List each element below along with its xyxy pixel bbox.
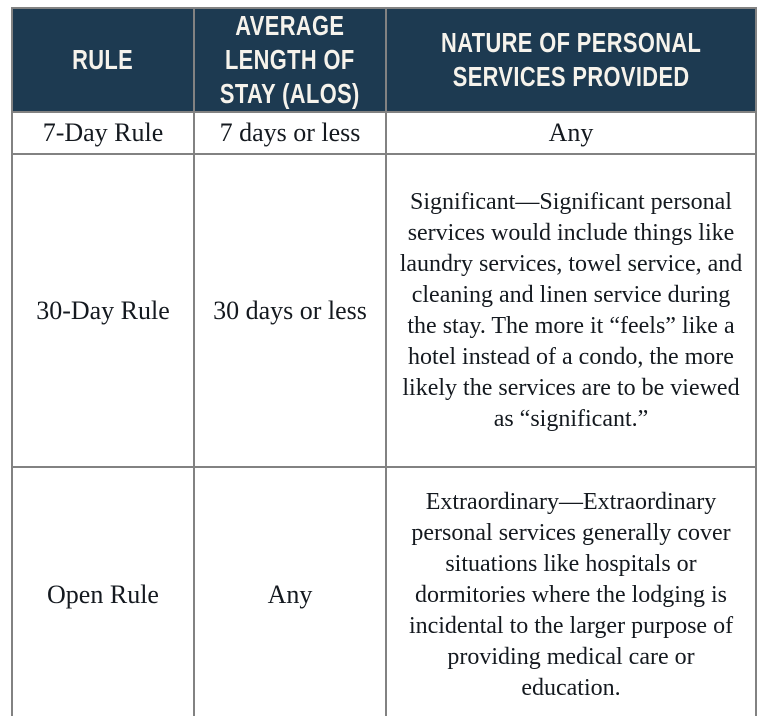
- column-header-rule: RULE: [11, 6, 195, 114]
- cell-rule-name: 30-Day Rule: [11, 153, 195, 469]
- table-row-open-rule: Open Rule Any Extraordinary—Extraordinar…: [11, 466, 757, 716]
- column-header-services-label: NATURE OF PERSONAL SERVICES PROVIDED: [440, 27, 702, 93]
- column-header-alos-label: AVERAGE LENGTH OF STAY (ALOS): [220, 10, 360, 110]
- column-header-alos: AVERAGE LENGTH OF STAY (ALOS): [193, 6, 387, 114]
- cell-rule-name: 7-Day Rule: [11, 111, 195, 156]
- cell-services-value: Significant—Significant personal service…: [385, 153, 757, 469]
- cell-alos-value: Any: [193, 466, 387, 716]
- cell-alos-value: 30 days or less: [193, 153, 387, 469]
- column-header-services-wrap: NATURE OF PERSONAL SERVICES PROVIDED: [387, 26, 755, 94]
- header-row: RULE AVERAGE LENGTH OF STAY (ALOS) NATUR…: [11, 6, 757, 114]
- cell-services-value: Extraordinary—Extraordinary personal ser…: [385, 466, 757, 716]
- column-header-alos-wrap: AVERAGE LENGTH OF STAY (ALOS): [195, 9, 385, 111]
- cell-services-value: Any: [385, 111, 757, 156]
- table-row-30-day-rule: 30-Day Rule 30 days or less Significant—…: [11, 153, 757, 469]
- column-header-rule-label: RULE: [72, 44, 134, 76]
- column-header-rule-wrap: RULE: [13, 43, 193, 77]
- rules-table: RULE AVERAGE LENGTH OF STAY (ALOS) NATUR…: [11, 6, 757, 716]
- cell-rule-name: Open Rule: [11, 466, 195, 716]
- table-row-7-day-rule: 7-Day Rule 7 days or less Any: [11, 111, 757, 156]
- cell-alos-value: 7 days or less: [193, 111, 387, 156]
- column-header-services: NATURE OF PERSONAL SERVICES PROVIDED: [385, 6, 757, 114]
